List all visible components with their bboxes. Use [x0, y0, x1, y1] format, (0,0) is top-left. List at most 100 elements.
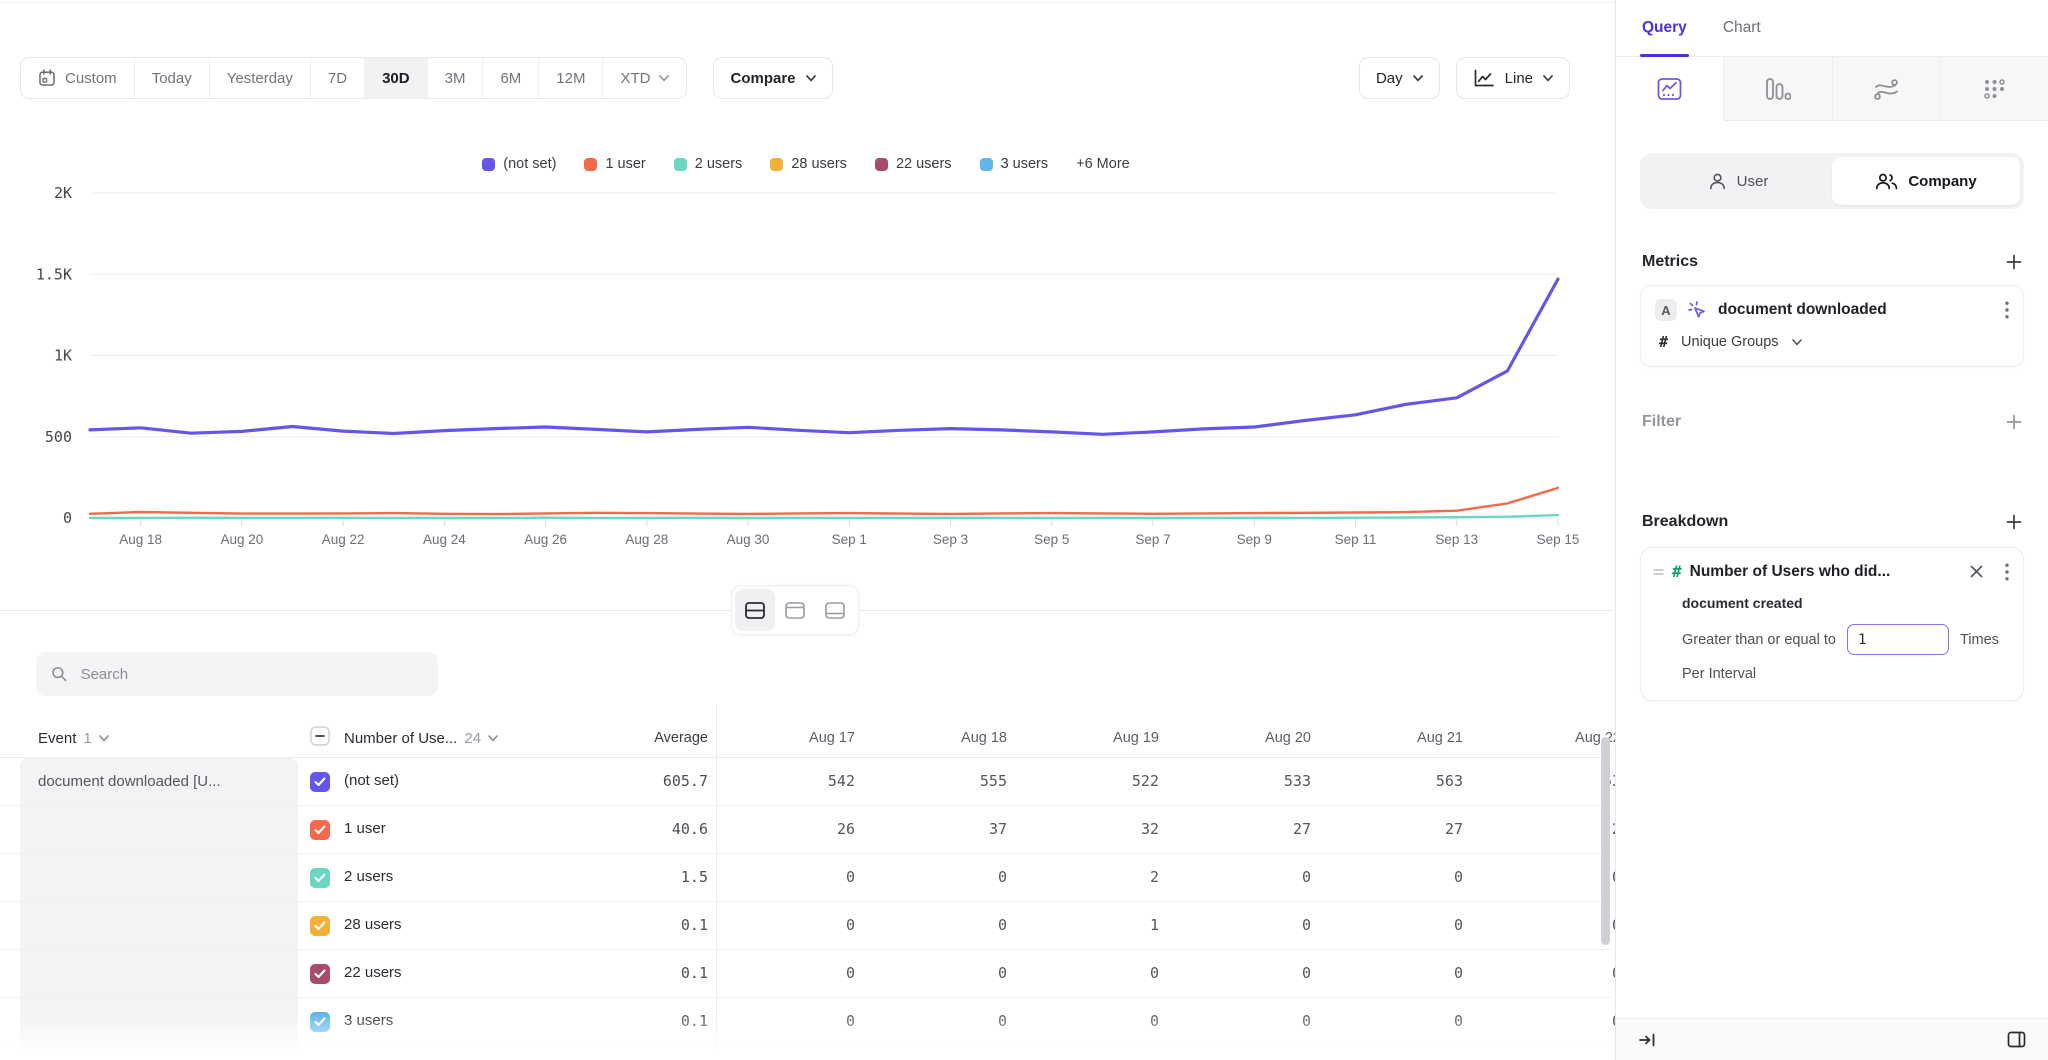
- chart-type-label: Line: [1505, 70, 1533, 87]
- row-checkbox[interactable]: [310, 964, 330, 984]
- row-value-cell: 26: [703, 820, 855, 838]
- legend-item[interactable]: 3 users: [980, 156, 1049, 172]
- kebab-menu-icon[interactable]: [2005, 563, 2009, 581]
- row-label[interactable]: 22 users: [344, 964, 402, 981]
- range-button-xtd[interactable]: XTD: [603, 58, 686, 98]
- times-value-input[interactable]: [1847, 624, 1949, 655]
- row-value-cell: 53: [1463, 772, 1615, 790]
- add-breakdown-button[interactable]: [2006, 514, 2022, 530]
- chart-type-flow-button[interactable]: [1832, 57, 1940, 121]
- row-label[interactable]: 1 user: [344, 820, 386, 837]
- range-button-today[interactable]: Today: [135, 58, 210, 98]
- scope-user-option[interactable]: User: [1644, 157, 1832, 205]
- layout-table-button[interactable]: [815, 589, 855, 631]
- layout-chart-button[interactable]: [775, 589, 815, 631]
- legend-item[interactable]: 2 users: [674, 156, 743, 172]
- drag-handle-icon[interactable]: [1653, 567, 1664, 577]
- row-value-cell: 32: [1007, 820, 1159, 838]
- event-column-header[interactable]: Event 1: [38, 730, 109, 747]
- range-button-7d[interactable]: 7D: [311, 58, 365, 98]
- row-values: 002000: [703, 868, 1615, 886]
- chart-type-grid-button[interactable]: [1940, 57, 2048, 121]
- scope-user-label: User: [1737, 173, 1769, 190]
- row-average: 0.1: [560, 964, 708, 982]
- row-values: 000000: [703, 1012, 1615, 1030]
- range-button-6m[interactable]: 6M: [483, 58, 539, 98]
- row-value-cell: 522: [1007, 772, 1159, 790]
- add-filter-button[interactable]: [2006, 414, 2022, 430]
- row-value-cell: 0: [1463, 964, 1615, 982]
- chevron-down-icon: [488, 735, 498, 742]
- row-value-cell: 27: [1159, 820, 1311, 838]
- date-column-headers: Aug 17Aug 18Aug 19Aug 20Aug 21Aug 22: [703, 730, 1615, 746]
- range-button-custom[interactable]: Custom: [21, 58, 135, 98]
- row-checkbox[interactable]: [310, 868, 330, 888]
- check-icon: [314, 873, 326, 883]
- chart-type-dropdown[interactable]: Line: [1456, 57, 1570, 99]
- metric-event-name: document downloaded: [1718, 301, 1995, 319]
- legend-more-button[interactable]: +6 More: [1076, 156, 1130, 172]
- row-label[interactable]: 3 users: [344, 1012, 393, 1029]
- select-all-checkbox[interactable]: [310, 726, 330, 751]
- legend-label: 2 users: [695, 156, 743, 172]
- row-label[interactable]: 28 users: [344, 916, 402, 933]
- row-value-cell: 0: [1159, 964, 1311, 982]
- search-icon: [51, 665, 68, 683]
- check-icon: [314, 921, 326, 931]
- breakdown-per-interval: Per Interval: [1682, 666, 2009, 682]
- legend-item[interactable]: 28 users: [770, 156, 847, 172]
- add-metric-button[interactable]: [2006, 254, 2022, 270]
- legend-swatch: [584, 158, 597, 171]
- legend-swatch: [482, 158, 495, 171]
- row-average: 0.1: [560, 1012, 708, 1030]
- chart-type-line-button[interactable]: [1616, 57, 1723, 121]
- metric-badge: A: [1655, 299, 1677, 321]
- panel-tab-chart[interactable]: Chart: [1723, 0, 1761, 56]
- breakdown-prefix: #: [1672, 562, 1682, 581]
- toggle-sidebar-button[interactable]: [2007, 1031, 2026, 1048]
- metric-card[interactable]: A document downloaded # Unique Groups: [1640, 285, 2024, 367]
- range-button-30d[interactable]: 30D: [365, 58, 428, 98]
- row-label[interactable]: 2 users: [344, 868, 393, 885]
- range-button-label: 6M: [500, 70, 521, 87]
- measure-selector[interactable]: # Unique Groups: [1659, 333, 2009, 351]
- range-button-3m[interactable]: 3M: [428, 58, 484, 98]
- row-value-cell: 0: [855, 868, 1007, 886]
- close-icon[interactable]: [1970, 565, 1983, 578]
- check-icon: [314, 777, 326, 787]
- range-button-label: 7D: [328, 70, 347, 87]
- breakdown-card: # Number of Users who did... document cr…: [1640, 547, 2024, 701]
- layout-split-button[interactable]: [735, 589, 775, 631]
- scope-toggle: User Company: [1640, 153, 2024, 209]
- row-value-cell: 0: [1311, 1012, 1463, 1030]
- range-button-yesterday[interactable]: Yesterday: [210, 58, 311, 98]
- panel-tab-query[interactable]: Query: [1642, 0, 1687, 56]
- row-checkbox[interactable]: [310, 1012, 330, 1032]
- table-scrollbar[interactable]: [1601, 737, 1610, 945]
- row-checkbox[interactable]: [310, 772, 330, 792]
- row-checkbox[interactable]: [310, 820, 330, 840]
- collapse-panel-button[interactable]: [1638, 1031, 1656, 1049]
- legend-item[interactable]: (not set): [482, 156, 556, 172]
- range-button-12m[interactable]: 12M: [539, 58, 603, 98]
- range-button-label: 3M: [445, 70, 466, 87]
- table-row: 3 users 0.1000000: [0, 998, 1612, 1046]
- row-label[interactable]: (not set): [344, 772, 399, 789]
- kebab-menu-icon[interactable]: [2005, 301, 2009, 319]
- chevron-down-icon: [1543, 75, 1553, 82]
- scope-company-option[interactable]: Company: [1832, 157, 2020, 205]
- row-value-cell: 27: [1311, 820, 1463, 838]
- table-row: 28 users0.1001000: [0, 902, 1612, 950]
- legend-label: 22 users: [896, 156, 952, 172]
- legend-item[interactable]: 22 users: [875, 156, 952, 172]
- legend-item[interactable]: 1 user: [584, 156, 645, 172]
- row-checkbox[interactable]: [310, 916, 330, 936]
- interval-dropdown[interactable]: Day: [1359, 57, 1440, 99]
- range-button-label: Today: [152, 70, 192, 87]
- search-input[interactable]: [81, 666, 423, 683]
- group-column-header[interactable]: Number of Use... 24: [344, 730, 498, 747]
- row-values: 001000: [703, 916, 1615, 934]
- chart-type-bar-button[interactable]: [1723, 57, 1831, 121]
- row-value-cell: 1: [1007, 916, 1159, 934]
- compare-button[interactable]: Compare: [713, 57, 832, 99]
